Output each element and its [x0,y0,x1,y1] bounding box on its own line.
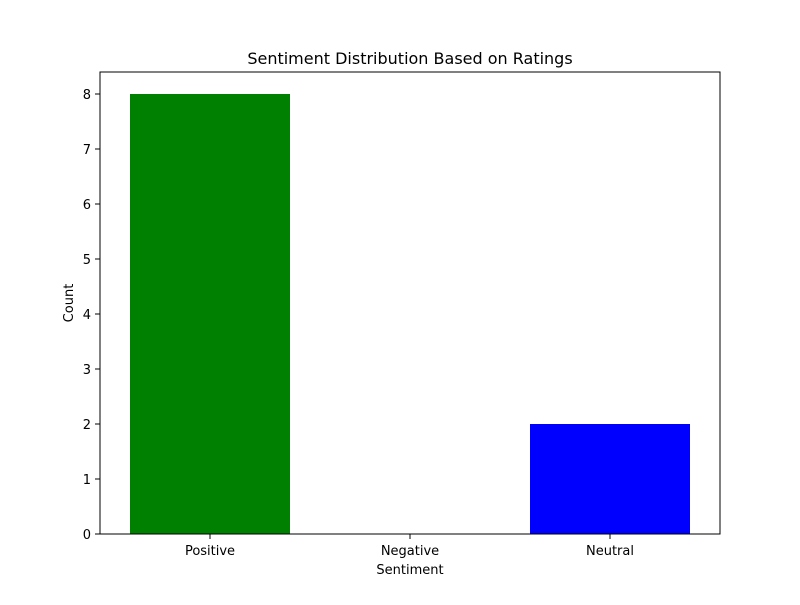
y-tick-label: 5 [83,253,91,268]
bars-group [130,94,690,534]
y-tick-label: 6 [83,198,91,213]
x-axis: Positive Negative Neutral [185,534,634,559]
y-tick-label: 8 [83,88,91,103]
y-tick-label: 0 [83,528,91,543]
x-tick-label: Positive [185,544,235,559]
x-axis-label: Sentiment [376,563,443,578]
x-tick-label: Negative [381,544,439,559]
bar-positive [130,94,290,534]
y-tick-label: 1 [83,473,91,488]
y-tick-label: 4 [83,308,91,323]
chart-title: Sentiment Distribution Based on Ratings [247,49,572,68]
y-axis-label: Count [62,284,77,323]
x-tick-label: Neutral [586,544,634,559]
bar-neutral [530,424,690,534]
y-axis: 0 1 2 3 4 5 6 7 8 [83,88,100,543]
y-tick-label: 3 [83,363,91,378]
y-tick-label: 2 [83,418,91,433]
y-tick-label: 7 [83,143,91,158]
